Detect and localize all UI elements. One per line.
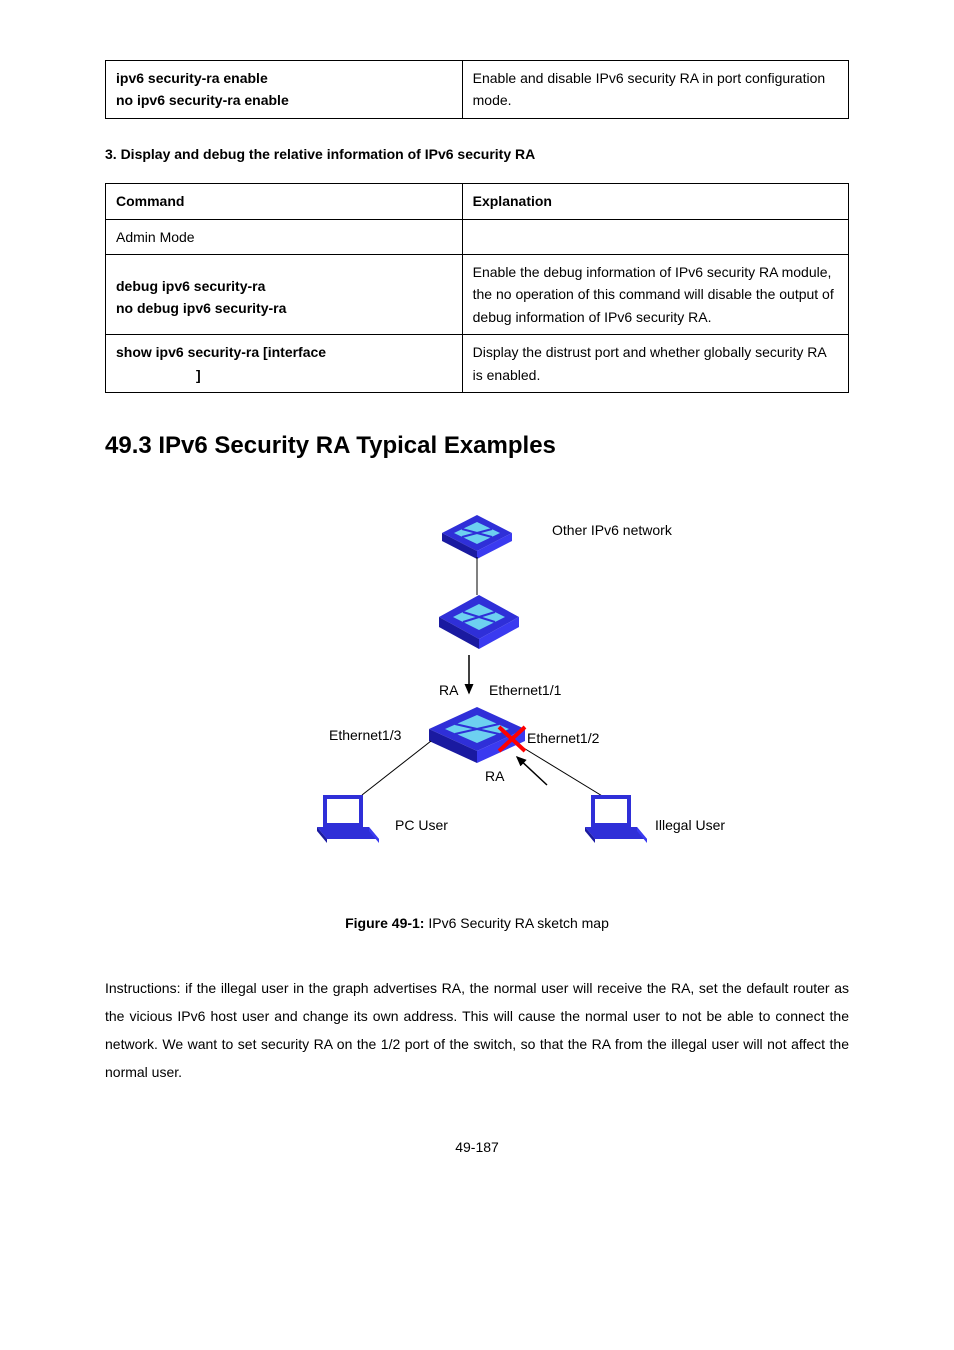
step3-heading: 3. Display and debug the relative inform… <box>105 143 849 165</box>
figure-caption-text: IPv6 Security RA sketch map <box>424 915 608 931</box>
top-router-icon <box>442 515 512 559</box>
t2-row3-right: Display the distrust port and whether gl… <box>462 335 848 393</box>
label-eth12: Ethernet1/2 <box>527 730 600 746</box>
t2-row2-left-1: debug ipv6 security-ra <box>116 275 452 297</box>
figure-caption-label: Figure 49-1: <box>345 915 424 931</box>
figure-caption: Figure 49-1: IPv6 Security RA sketch map <box>105 912 849 934</box>
t2-row3-left-1: show ipv6 security-ra [interface <box>116 341 452 363</box>
label-illegal-user: Illegal User <box>655 817 725 833</box>
ra-arrow-2 <box>517 757 547 785</box>
t2-row2-right: Enable the debug information of IPv6 sec… <box>462 254 848 334</box>
diagram-svg: Other IPv6 network RA Ethernet1/1 Ethern… <box>217 495 737 875</box>
mid-router-icon <box>439 595 519 649</box>
label-pc-user: PC User <box>395 817 448 833</box>
t1-left-line2: no ipv6 security-ra enable <box>116 89 452 111</box>
label-eth11: Ethernet1/1 <box>489 682 562 698</box>
t2-row1-right <box>462 219 848 254</box>
t2-row2-left-2: no debug ipv6 security-ra <box>116 297 452 319</box>
t1-left-line1: ipv6 security-ra enable <box>116 67 452 89</box>
t2-row3-left-2: ] <box>116 364 452 386</box>
t2-row1-left: Admin Mode <box>106 219 463 254</box>
label-ra1: RA <box>439 682 459 698</box>
link-pc <box>362 741 431 795</box>
label-ra2: RA <box>485 768 505 784</box>
table-port-config: ipv6 security-ra enable no ipv6 security… <box>105 60 849 119</box>
table-commands: Command Explanation Admin Mode debug ipv… <box>105 183 849 393</box>
t1-right: Enable and disable IPv6 security RA in p… <box>462 61 848 119</box>
body-paragraph: Instructions: if the illegal user in the… <box>105 974 849 1086</box>
label-eth13: Ethernet1/3 <box>329 727 402 743</box>
section-title: 49.3 IPv6 Security RA Typical Examples <box>105 427 849 465</box>
label-other-network: Other IPv6 network <box>552 522 673 538</box>
t2-header-left: Command <box>106 184 463 219</box>
diagram-figure: Other IPv6 network RA Ethernet1/1 Ethern… <box>105 495 849 881</box>
illegal-user-icon <box>585 795 647 843</box>
page-number: 49-187 <box>105 1136 849 1158</box>
t2-header-right: Explanation <box>462 184 848 219</box>
pc-user-icon <box>317 795 379 843</box>
